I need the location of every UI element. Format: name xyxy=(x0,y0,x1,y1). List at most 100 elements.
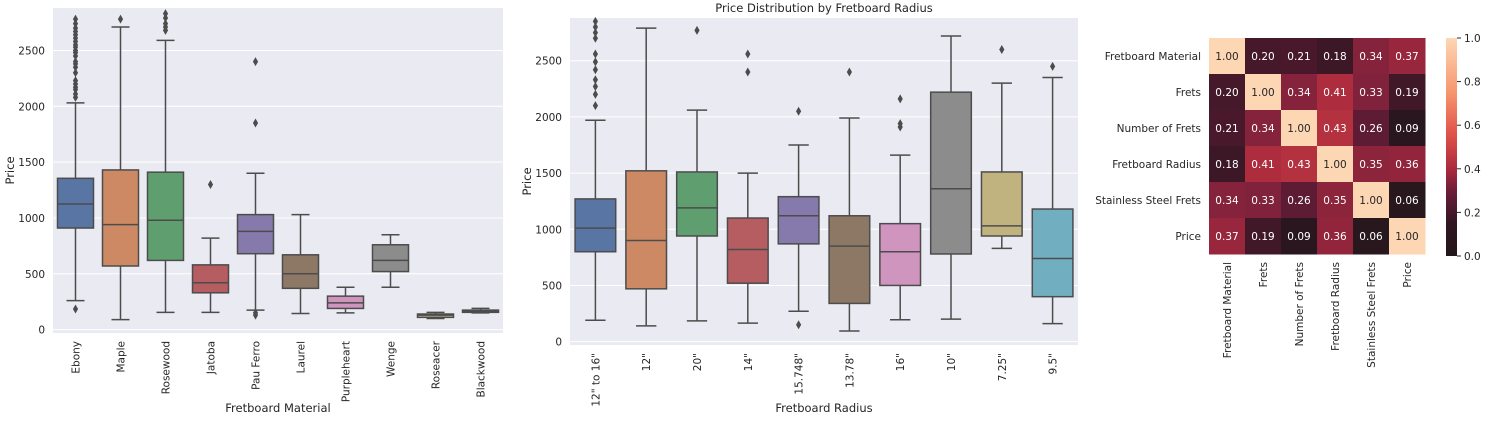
box-Purpleheart: Purpleheart xyxy=(326,286,365,402)
box-iqr xyxy=(236,213,275,255)
outlier-point xyxy=(592,101,598,111)
heatmap-cell xyxy=(1245,146,1282,183)
box-Jatoba: Jatoba xyxy=(191,179,230,375)
heatmap-cell xyxy=(1209,110,1246,147)
outlier-point xyxy=(117,14,124,24)
y-axis-label: Price xyxy=(3,156,17,184)
y-tick-label: 2500 xyxy=(535,56,562,68)
x-tick-label: 15.748" xyxy=(794,353,806,395)
y-tick-label: 1500 xyxy=(18,157,45,169)
outlier-point xyxy=(592,75,598,85)
heatmap-cell xyxy=(1245,74,1282,111)
heatmap-col-label: Fretboard Radius xyxy=(1330,262,1342,351)
box-iqr xyxy=(1031,208,1074,298)
box-Rosewood: Rosewood xyxy=(146,9,185,394)
box-10": 10" xyxy=(929,35,973,371)
heatmap-row-label: Price xyxy=(1175,231,1201,243)
heatmap-col-label: Frets xyxy=(1258,262,1270,287)
heatmap-cell-label: 0.37 xyxy=(1395,51,1418,63)
heatmap-cell xyxy=(1389,182,1426,219)
outlier-point xyxy=(72,57,79,67)
x-tick-label: 14" xyxy=(743,353,755,371)
x-tick-label: 20" xyxy=(692,353,704,371)
box-iqr xyxy=(929,91,973,255)
y-tick-label: 1000 xyxy=(535,224,562,236)
heatmap-cell xyxy=(1209,182,1246,219)
box-14": 14" xyxy=(726,49,769,371)
heatmap-cell xyxy=(1389,218,1426,255)
colorbar-tick-label: 0.6 xyxy=(1464,120,1481,132)
heatmap-cell-label: 0.41 xyxy=(1251,159,1274,171)
heatmap-cell-label: 0.20 xyxy=(1251,51,1274,63)
heatmap-cell xyxy=(1281,74,1318,111)
outlier-point xyxy=(592,16,598,26)
heatmap-cell-label: 1.00 xyxy=(1287,123,1310,135)
box-iqr xyxy=(371,244,410,273)
box-iqr xyxy=(281,254,320,290)
x-tick-label: 7.25" xyxy=(997,353,1009,381)
heatmap-row-label: Fretboard Material xyxy=(1105,51,1201,63)
box-iqr xyxy=(101,169,140,267)
heatmap-cell-label: 0.18 xyxy=(1215,159,1238,171)
heatmap-cell xyxy=(1209,218,1246,255)
heatmap-cell-label: 0.26 xyxy=(1287,195,1311,207)
heatmap-cell-label: 0.33 xyxy=(1359,87,1382,99)
x-tick-label: 12" to 16" xyxy=(590,353,602,407)
box-20": 20" xyxy=(675,25,719,371)
heatmap-cell-label: 1.00 xyxy=(1215,51,1238,63)
colorbar xyxy=(1446,38,1457,256)
heatmap-cell xyxy=(1245,218,1282,255)
colorbar-tick-label: 0.8 xyxy=(1464,77,1481,89)
heatmap-cell-label: 0.37 xyxy=(1215,231,1238,243)
heatmap-cell-label: 0.09 xyxy=(1287,231,1310,243)
heatmap-cell-label: 1.00 xyxy=(1359,195,1382,207)
heatmap-cell xyxy=(1209,74,1246,111)
heatmap-cell-label: 0.19 xyxy=(1395,87,1418,99)
heatmap-col-label: Number of Frets xyxy=(1294,262,1306,346)
y-tick-label: 1000 xyxy=(18,213,45,225)
colorbar-tick-label: 0.4 xyxy=(1464,164,1481,176)
box-iqr xyxy=(828,215,871,305)
y-tick-label: 0 xyxy=(38,325,45,337)
outlier-point xyxy=(745,49,751,59)
heatmap-col-label: Price xyxy=(1402,262,1414,288)
outlier-point xyxy=(592,49,598,59)
heatmap-cell-label: 0.06 xyxy=(1395,195,1419,207)
heatmap-cell xyxy=(1353,182,1390,219)
heatmap-cell-label: 0.35 xyxy=(1359,159,1382,171)
heatmap-cell xyxy=(1245,182,1282,219)
box-15.748": 15.748" xyxy=(777,106,820,395)
heatmap-cell xyxy=(1245,38,1282,75)
outlier-point xyxy=(1050,61,1056,71)
outlier-point xyxy=(592,65,598,75)
heatmap-cell-label: 0.33 xyxy=(1251,195,1274,207)
x-tick-label: Purpleheart xyxy=(341,341,353,402)
colorbar-tick-label: 1.0 xyxy=(1464,33,1481,45)
heatmap-cell-label: 0.06 xyxy=(1359,231,1383,243)
heatmap-cell-label: 0.09 xyxy=(1395,123,1418,135)
heatmap-cell xyxy=(1317,38,1354,75)
heatmap-cell xyxy=(1209,146,1246,183)
box-iqr xyxy=(191,264,230,294)
outlier-point xyxy=(694,25,700,35)
heatmap-cell xyxy=(1353,146,1390,183)
box-iqr xyxy=(675,171,719,237)
outlier-point xyxy=(252,57,259,67)
heatmap-cell-label: 1.00 xyxy=(1251,87,1274,99)
heatmap-row-label: Fretboard Radius xyxy=(1112,159,1201,171)
outlier-point xyxy=(252,118,259,128)
outlier-point xyxy=(72,14,79,24)
x-tick-label: Rosewood xyxy=(161,341,173,394)
heatmap-cell-label: 1.00 xyxy=(1395,231,1418,243)
x-tick-label: 16" xyxy=(895,353,907,371)
box-Blackwood: Blackwood xyxy=(461,307,500,398)
x-tick-label: Wenge xyxy=(386,341,398,377)
y-tick-label: 500 xyxy=(542,280,562,292)
y-axis-label: Price xyxy=(520,167,534,195)
x-tick-label: Blackwood xyxy=(476,341,488,398)
box-iqr xyxy=(879,222,922,287)
box-7.25": 7.25" xyxy=(980,44,1023,381)
chart-title: Price Distribution by Fretboard Radius xyxy=(715,1,932,15)
colorbar-tick-label: 0.0 xyxy=(1464,251,1481,263)
